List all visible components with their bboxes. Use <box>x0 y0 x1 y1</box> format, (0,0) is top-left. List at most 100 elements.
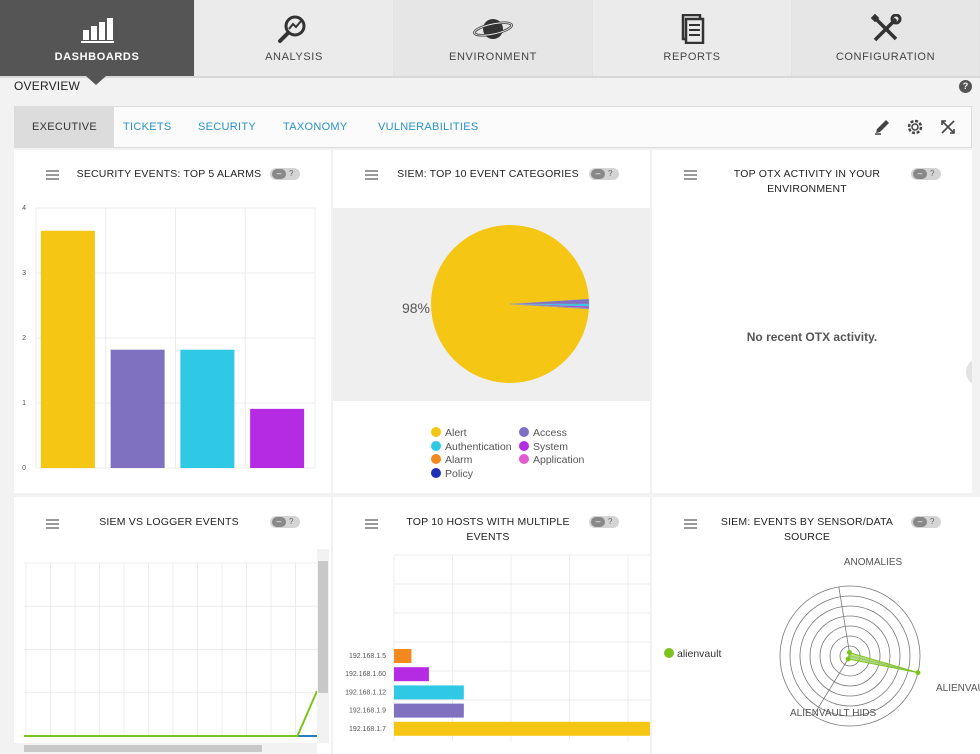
sensor-radar-chart: ANOMALIES ALIENVAULT ALIENVAULT HIDS alienv… <box>664 557 980 727</box>
legend-label: Policy <box>445 467 474 480</box>
panel-title: TOP OTX ACTIVITY IN YOUR ENVIRONMENT <box>733 168 881 195</box>
panel-minimize-toggle[interactable]: –? <box>270 516 300 528</box>
radar-ring <box>779 585 921 727</box>
tab-security[interactable]: SECURITY <box>198 121 257 133</box>
legend-label: alienvault <box>677 648 721 660</box>
radar-series-area <box>847 651 919 674</box>
legend-item[interactable]: System <box>519 440 569 453</box>
legend-swatch <box>431 440 441 451</box>
y-tick-label: 192.168.1.7 <box>349 726 386 733</box>
nav-reports[interactable]: REPORTS <box>593 0 792 76</box>
drag-handle-icon[interactable] <box>46 519 59 529</box>
y-tick-label: 0 <box>22 465 26 472</box>
planet-icon <box>473 19 513 39</box>
panel-title: SIEM: EVENTS BY SENSOR/DATA SOURCE <box>720 516 894 543</box>
bar <box>110 349 165 468</box>
drag-handle-icon[interactable] <box>365 170 378 180</box>
bar <box>394 721 650 736</box>
legend-swatch <box>519 454 529 464</box>
panel-title: TOP 10 HOSTS WITH MULTIPLE EVENTS <box>406 516 570 543</box>
edit-pencil-icon[interactable] <box>873 118 891 136</box>
legend-label: Alarm <box>445 454 473 466</box>
nav-configuration-label: CONFIGURATION <box>835 51 936 63</box>
y-tick-label: 192.168.1.12 <box>345 689 386 696</box>
nav-environment-label: ENVIRONMENT <box>449 51 537 63</box>
alarms-bar-chart: 0 1 2 3 4 <box>22 205 316 472</box>
fullscreen-arrows-icon[interactable] <box>939 118 957 136</box>
radar-point <box>845 656 851 662</box>
vertical-scrollbar[interactable] <box>317 549 329 743</box>
drag-handle-icon[interactable] <box>684 519 697 529</box>
panel-minimize-toggle[interactable]: –? <box>911 168 941 180</box>
legend-swatch <box>519 440 529 451</box>
page-help-icon[interactable]: ? <box>959 80 972 93</box>
side-scroll-tab[interactable] <box>966 358 972 386</box>
legend-label: System <box>533 440 569 453</box>
nav-dashboards[interactable]: DASHBOARDS <box>0 0 195 76</box>
legend-item[interactable]: Alarm <box>431 454 472 466</box>
legend-label: Application <box>533 454 585 466</box>
nav-dashboards-label: DASHBOARDS <box>54 51 140 63</box>
legend-swatch <box>431 467 441 478</box>
panel-minimize-toggle[interactable]: –? <box>270 168 300 180</box>
horizontal-scrollbar[interactable] <box>14 743 317 754</box>
radar-axis <box>838 586 851 657</box>
legend-label: Access <box>533 427 567 439</box>
y-tick-label: 192.168.1.9 <box>349 708 386 715</box>
radar-ring <box>819 625 881 687</box>
legend-label: Authentication <box>445 440 512 453</box>
nav-analysis[interactable]: ANALYSIS <box>195 0 394 76</box>
bar <box>394 667 429 682</box>
bar <box>250 408 305 468</box>
gear-icon[interactable] <box>906 118 924 136</box>
panel-minimize-toggle[interactable]: –? <box>911 516 941 528</box>
radar-point <box>846 650 852 656</box>
legend-item[interactable]: Application <box>519 454 584 466</box>
y-tick-label: 192.168.1.5 <box>349 653 386 660</box>
legend-label: Alert <box>445 427 467 439</box>
radar-ring <box>829 635 871 677</box>
legend-item[interactable]: Access <box>519 427 567 439</box>
dashboard-tabs: EXECUTIVE TICKETS SECURITY TAXONOMY VULN… <box>14 106 972 148</box>
drag-handle-icon[interactable] <box>46 170 59 180</box>
legend-item[interactable]: Policy <box>431 467 474 480</box>
panel-siem-vs-logger: SIEM VS LOGGER EVENTS –? <box>14 497 331 754</box>
legend-item[interactable]: Authentication <box>431 440 512 453</box>
panel-title: SECURITY EVENTS: TOP 5 ALARMS <box>76 168 262 180</box>
bar <box>394 685 464 700</box>
nav-environment[interactable]: ENVIRONMENT <box>394 0 593 76</box>
bar <box>40 230 95 468</box>
nav-shadow <box>0 76 980 78</box>
panel-events-by-sensor: SIEM: EVENTS BY SENSOR/DATA SOURCE –? ANO… <box>652 497 980 754</box>
panel-top-alarms: SECURITY EVENTS: TOP 5 ALARMS –? 0 1 2 3 4 <box>14 150 331 493</box>
logger-line-chart <box>24 562 321 737</box>
legend-item[interactable]: Alert <box>431 427 467 439</box>
tab-executive[interactable]: EXECUTIVE <box>15 107 115 147</box>
report-document-icon <box>681 14 705 44</box>
pie-slice <box>431 225 589 383</box>
nav-analysis-label: ANALYSIS <box>265 51 323 63</box>
tab-vulnerabilities[interactable]: VULNERABILITIES <box>378 121 479 133</box>
tab-taxonomy[interactable]: TAXONOMY <box>283 121 348 133</box>
panel-top-hosts: TOP 10 HOSTS WITH MULTIPLE EVENTS –? 192.… <box>333 497 650 754</box>
radar-ring <box>809 615 891 697</box>
scrollbar-thumb[interactable] <box>24 745 262 752</box>
tab-actions <box>873 118 957 136</box>
y-tick-label: 3 <box>22 270 26 277</box>
pie-percent-label: 98% <box>402 300 430 316</box>
legend-swatch <box>519 427 529 437</box>
tab-tickets[interactable]: TICKETS <box>123 121 172 133</box>
hosts-bar-chart: 192.168.1.5 192.168.1.60 192.168.1.12 192.1… <box>345 554 650 741</box>
panel-otx-activity: TOP OTX ACTIVITY IN YOUR ENVIRONMENT –? N… <box>652 150 972 493</box>
panel-minimize-toggle[interactable]: –? <box>589 168 619 180</box>
drag-handle-icon[interactable] <box>365 519 378 529</box>
drag-handle-icon[interactable] <box>684 170 697 180</box>
dashboard-bars-icon <box>81 18 114 43</box>
panel-event-categories: SIEM: TOP 10 EVENT CATEGORIES –? 98% Ale… <box>333 150 650 493</box>
y-tick-label: 192.168.1.60 <box>345 671 386 678</box>
legend-swatch <box>664 648 674 658</box>
nav-configuration[interactable]: CONFIGURATION <box>792 0 980 76</box>
radar-point <box>915 670 921 676</box>
panel-minimize-toggle[interactable]: –? <box>589 516 619 528</box>
scrollbar-thumb[interactable] <box>318 561 328 693</box>
